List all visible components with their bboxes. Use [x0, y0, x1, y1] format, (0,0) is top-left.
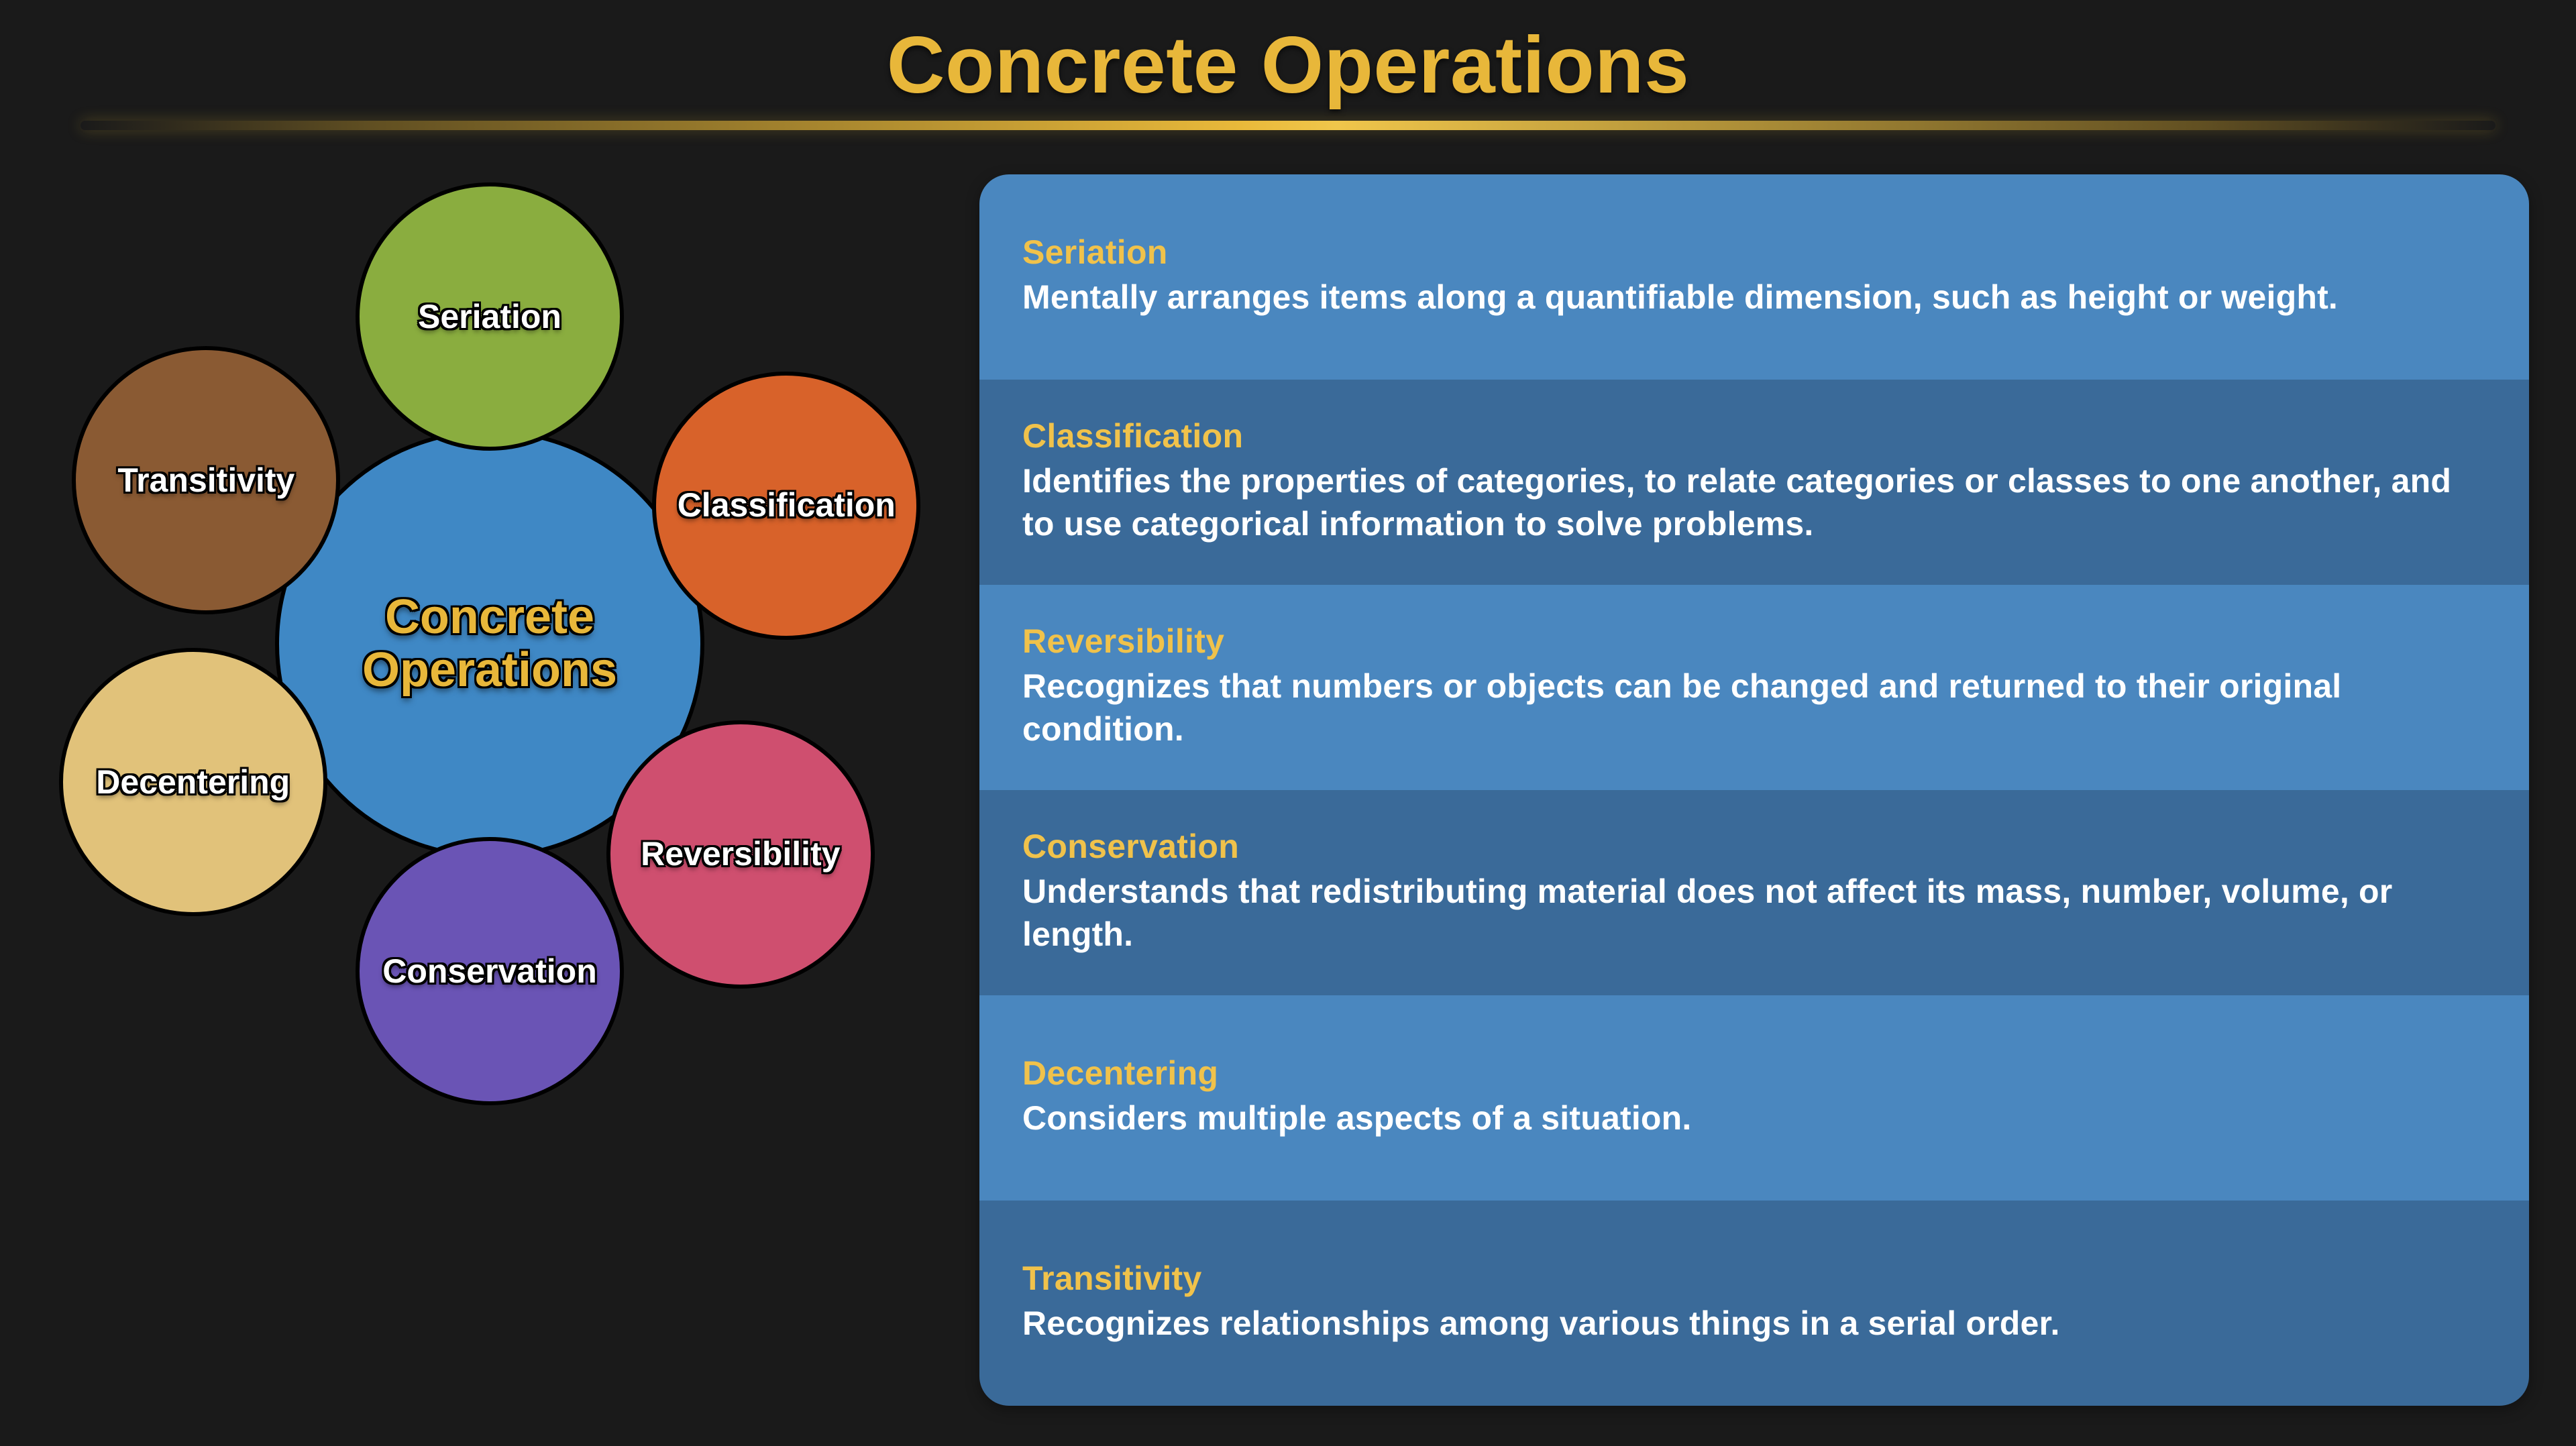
title-underline: [80, 121, 2496, 130]
diagram-node: Transitivity: [72, 346, 340, 614]
definition-row: Transitivity Recognizes relationships amo…: [979, 1201, 2529, 1406]
diagram-center-label: Concrete Operations: [362, 591, 617, 697]
definition-text: Understands that redistributing material…: [1022, 870, 2486, 956]
definition-text: Recognizes relationships among various t…: [1022, 1302, 2486, 1345]
diagram-node: Classification: [652, 372, 920, 640]
definition-row: Conservation Understands that redistribut…: [979, 790, 2529, 995]
page-title: Concrete Operations: [0, 0, 2576, 111]
diagram-node: Reversibility: [606, 720, 875, 989]
definition-term: Reversibility: [1022, 622, 2486, 661]
definitions-panel: Seriation Mentally arranges items along a…: [979, 174, 2529, 1406]
diagram-node-label: Decentering: [85, 764, 301, 801]
center-label-line2: Operations: [362, 643, 617, 697]
content-area: Concrete Operations Seriation Classificat…: [0, 174, 2576, 1446]
definition-text: Identifies the properties of categories,…: [1022, 459, 2486, 545]
definition-term: Seriation: [1022, 233, 2486, 272]
definition-text: Mentally arranges items along a quantifi…: [1022, 276, 2486, 319]
diagram-node-label: Conservation: [372, 953, 608, 990]
diagram-node-label: Transitivity: [107, 462, 305, 499]
definition-row: Classification Identifies the properties …: [979, 380, 2529, 585]
diagram-region: Concrete Operations Seriation Classificat…: [0, 174, 979, 1446]
definition-term: Transitivity: [1022, 1259, 2486, 1298]
definition-term: Classification: [1022, 416, 2486, 455]
definition-term: Decentering: [1022, 1054, 2486, 1093]
definition-row: Decentering Considers multiple aspects of…: [979, 995, 2529, 1201]
diagram-node-label: Classification: [667, 487, 906, 524]
diagram-node: Seriation: [356, 182, 624, 451]
definition-row: Reversibility Recognizes that numbers or …: [979, 585, 2529, 790]
definition-row: Seriation Mentally arranges items along a…: [979, 174, 2529, 380]
definition-text: Considers multiple aspects of a situatio…: [1022, 1097, 2486, 1139]
definition-term: Conservation: [1022, 827, 2486, 866]
diagram-node: Decentering: [59, 648, 327, 916]
diagram-node: Conservation: [356, 837, 624, 1105]
definition-text: Recognizes that numbers or objects can b…: [1022, 665, 2486, 750]
center-label-line1: Concrete: [385, 590, 594, 644]
radial-diagram: Concrete Operations Seriation Classificat…: [47, 201, 932, 1087]
diagram-node-label: Seriation: [407, 298, 572, 335]
diagram-node-label: Reversibility: [630, 836, 851, 873]
slide: Concrete Operations Concrete Operations …: [0, 0, 2576, 1446]
